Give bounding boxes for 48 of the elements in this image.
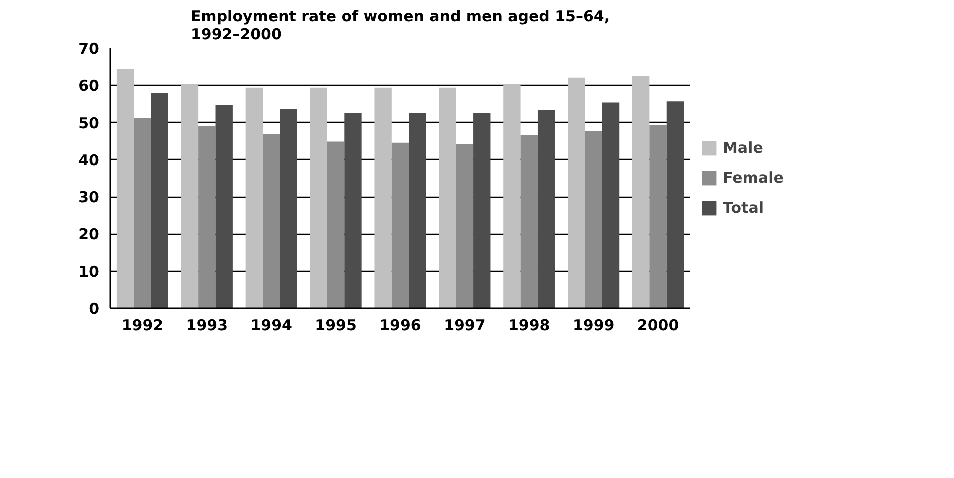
x-tick-label: 1993	[186, 316, 228, 334]
chart-title: Employment rate of women and men aged 15–64, 1992–2000	[190, 8, 610, 44]
bar	[632, 76, 650, 308]
bar	[538, 110, 556, 308]
x-tick-label: 1998	[508, 316, 550, 334]
bar	[198, 126, 216, 308]
x-tick-label: 1994	[250, 316, 292, 334]
legend-label: Female	[723, 169, 784, 187]
bar	[602, 102, 620, 308]
y-tick-label: 40	[78, 151, 100, 170]
bar	[327, 142, 345, 308]
legend-label: Male	[723, 139, 764, 157]
bar	[474, 114, 491, 308]
bar	[650, 125, 667, 308]
y-tick-label: 70	[78, 40, 100, 58]
bar	[134, 118, 152, 308]
bar	[344, 114, 362, 308]
bar	[246, 88, 264, 308]
x-tick-label: 2000	[637, 316, 680, 334]
x-tick-label: 1995	[315, 316, 357, 334]
bar	[568, 78, 586, 308]
bar	[456, 144, 474, 308]
bar	[392, 142, 410, 308]
y-tick-label: 10	[78, 262, 100, 281]
y-tick-label: 30	[78, 188, 100, 207]
bar	[409, 114, 426, 308]
y-tick-label: 0	[89, 300, 100, 318]
bar	[116, 69, 134, 308]
bar	[280, 109, 298, 308]
bar	[151, 93, 168, 308]
bar	[520, 135, 538, 308]
x-tick-label: 1996	[380, 316, 422, 334]
bar	[439, 88, 456, 308]
y-tick-label: 20	[78, 226, 100, 244]
y-tick-label: 60	[78, 77, 100, 96]
bar	[181, 84, 199, 308]
y-tick-label: 50	[78, 114, 100, 132]
bar	[504, 84, 521, 308]
bar	[666, 102, 684, 308]
x-tick-label: 1992	[122, 316, 164, 334]
x-tick-label: 1999	[572, 316, 615, 334]
bar	[374, 88, 392, 308]
bar	[216, 104, 233, 308]
x-tick-label: 1997	[444, 316, 486, 334]
bar	[585, 130, 602, 308]
bar	[263, 134, 280, 308]
bar	[310, 88, 328, 308]
legend-label: Total	[723, 199, 764, 217]
